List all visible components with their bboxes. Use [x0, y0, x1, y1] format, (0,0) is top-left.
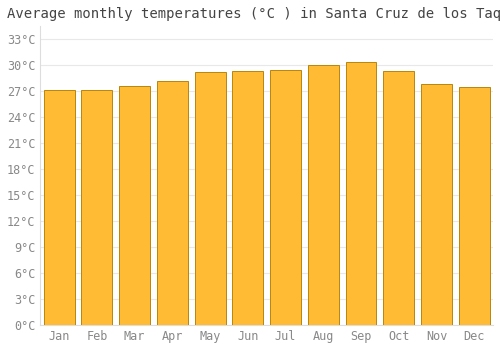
- Bar: [157, 81, 188, 325]
- Bar: [458, 87, 490, 325]
- Bar: [421, 84, 452, 325]
- Bar: [346, 62, 376, 325]
- Bar: [384, 71, 414, 325]
- Bar: [194, 72, 226, 325]
- Title: Average monthly temperatures (°C ) in Santa Cruz de los Taques: Average monthly temperatures (°C ) in Sa…: [7, 7, 500, 21]
- Bar: [232, 71, 264, 325]
- Bar: [308, 65, 338, 325]
- Bar: [119, 86, 150, 325]
- Bar: [270, 70, 301, 325]
- Bar: [44, 90, 74, 325]
- Bar: [82, 90, 112, 325]
